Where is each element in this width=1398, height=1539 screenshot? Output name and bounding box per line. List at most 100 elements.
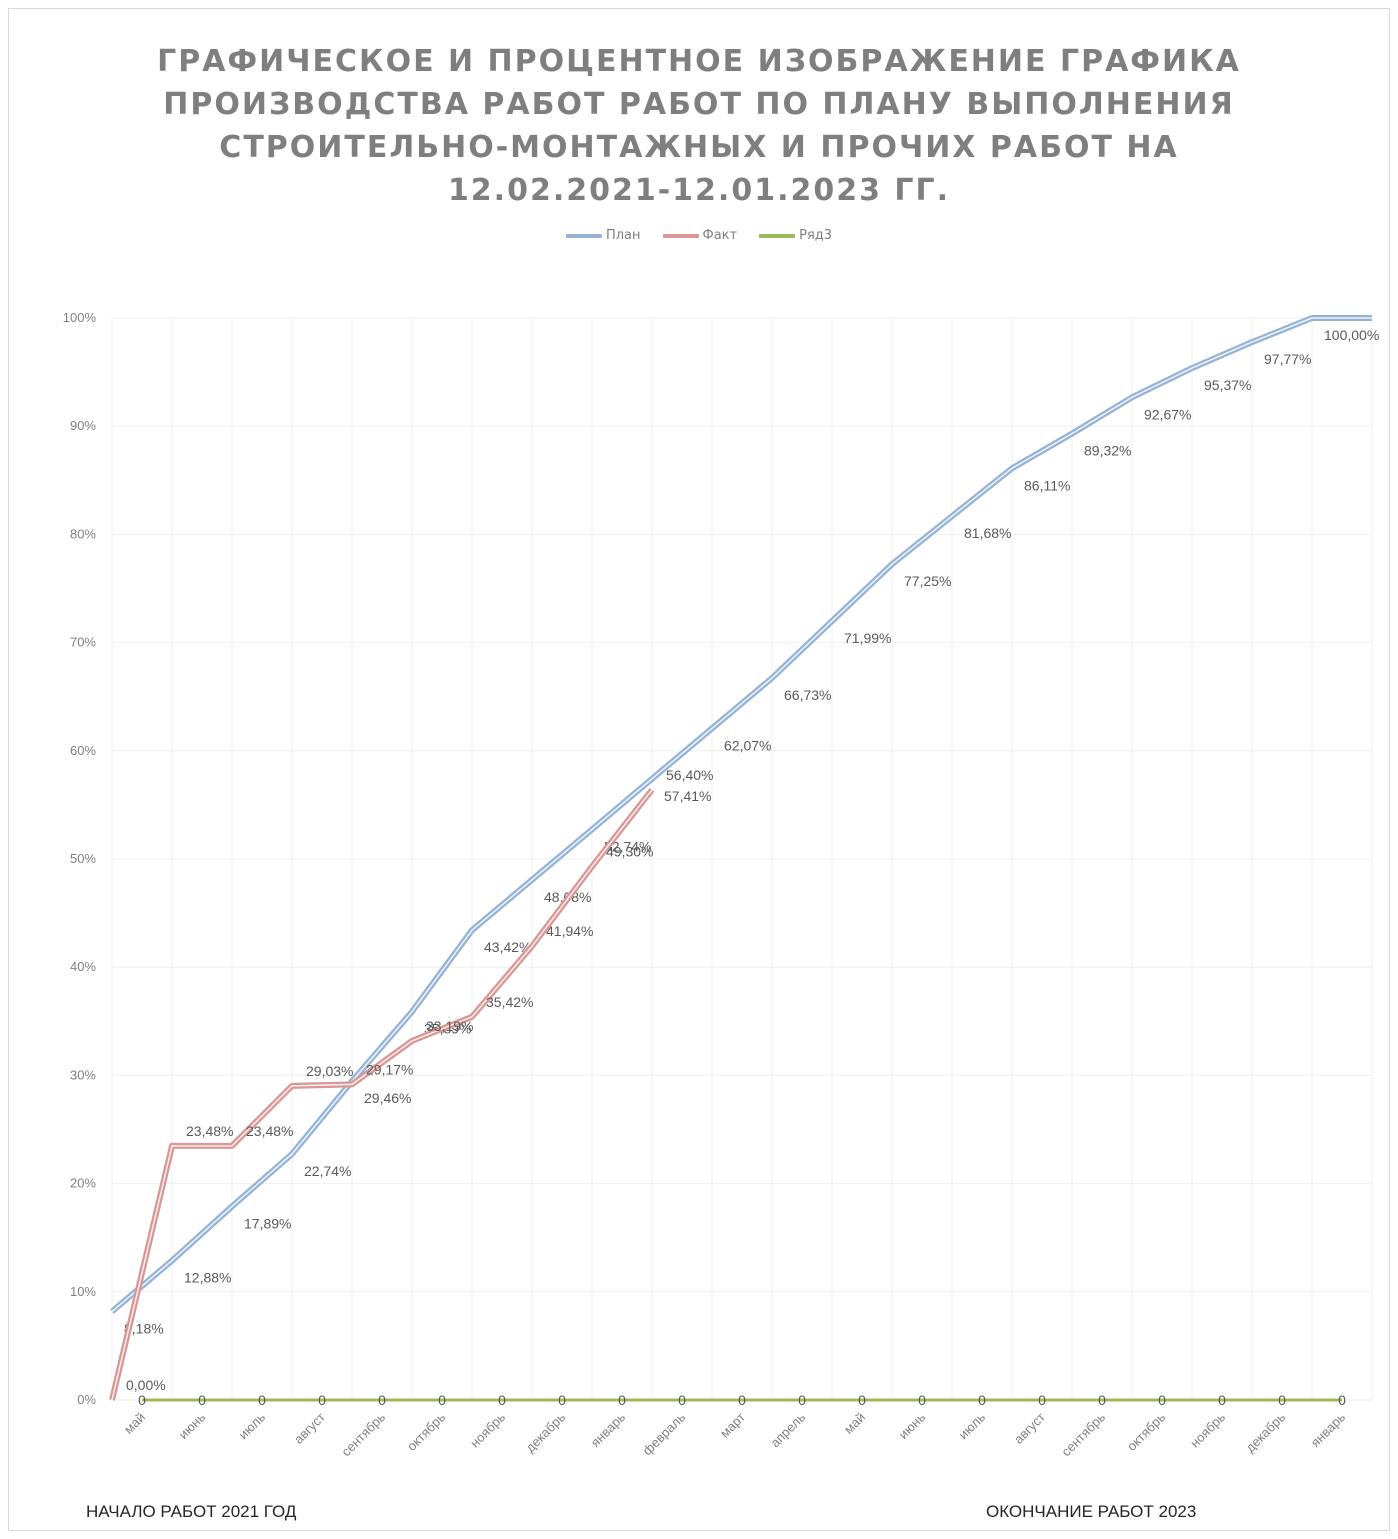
start-annotation: НАЧАЛО РАБОТ 2021 ГОД [86, 1502, 297, 1521]
x-tick-label: июнь [896, 1409, 929, 1442]
x-tick-label: август [291, 1409, 328, 1446]
data-label: 0 [1158, 1392, 1166, 1408]
legend-swatch-fact [662, 233, 699, 238]
y-tick-label: 60% [70, 743, 96, 758]
data-label: 0 [138, 1392, 146, 1408]
series-line-highlight [111, 317, 1372, 1313]
x-tick-label: апрель [767, 1409, 808, 1450]
end-annotation: ОКОНЧАНИЕ РАБОТ 2023 [986, 1502, 1197, 1521]
x-tick-label: май [841, 1410, 868, 1437]
chart-title-line-4: 12.02.2021-12.01.2023 ГГ. [447, 173, 951, 208]
data-label: 8,18% [124, 1320, 164, 1336]
chart-title-line-1: ГРАФИЧЕСКОЕ И ПРОЦЕНТНОЕ ИЗОБРАЖЕНИЕ ГРА… [157, 44, 1241, 79]
data-label: 0 [498, 1392, 506, 1408]
legend-swatch-plan [565, 233, 602, 238]
data-label: 22,74% [304, 1163, 351, 1179]
chart-title-line-2: ПРОИЗВОДСТВА РАБОТ РАБОТ ПО ПЛАНУ ВЫПОЛН… [163, 87, 1235, 122]
legend-label-fact: Факт [702, 228, 738, 243]
legend-label-series3: Ряд3 [799, 228, 833, 243]
legend-item-series3[interactable]: Ряд3 [759, 228, 832, 243]
chart-frame [8, 8, 1390, 1531]
series-line-highlight [111, 789, 653, 1401]
data-label: 49,30% [606, 844, 653, 860]
x-tick-label: июль [236, 1409, 269, 1442]
x-tick-label: ноябрь [1187, 1409, 1228, 1450]
y-tick-label: 0% [77, 1392, 96, 1407]
y-tick-label: 10% [70, 1284, 96, 1299]
x-tick-label: июнь [176, 1409, 209, 1442]
y-tick-label: 40% [70, 959, 96, 974]
data-label: 0 [1218, 1392, 1226, 1408]
data-label: 0 [798, 1392, 806, 1408]
x-tick-label: октябрь [1124, 1409, 1168, 1453]
data-label: 29,17% [366, 1061, 413, 1077]
y-tick-label: 20% [70, 1176, 96, 1191]
data-label: 81,68% [964, 525, 1011, 541]
y-tick-label: 70% [70, 635, 96, 650]
data-label: 97,77% [1264, 351, 1311, 367]
data-label: 0 [918, 1392, 926, 1408]
data-label: 23,48% [246, 1123, 293, 1139]
data-label: 62,07% [724, 737, 771, 753]
data-label: 29,03% [306, 1063, 353, 1079]
data-label: 43,42% [484, 939, 531, 955]
data-label: 92,67% [1144, 406, 1191, 422]
data-label: 0 [558, 1392, 566, 1408]
data-label: 0 [1278, 1392, 1286, 1408]
x-tick-label: ноябрь [467, 1409, 508, 1450]
data-label: 35,42% [486, 994, 533, 1010]
x-tick-label: февраль [640, 1409, 689, 1458]
data-label: 23,48% [186, 1123, 233, 1139]
data-label: 33,19% [426, 1018, 473, 1034]
x-tick-label: сентябрь [338, 1409, 388, 1459]
data-label: 95,37% [1204, 377, 1251, 393]
data-label: 77,25% [904, 573, 951, 589]
data-label: 0 [978, 1392, 986, 1408]
series-line-casing [110, 315, 1372, 1314]
data-label: 0 [1338, 1392, 1346, 1408]
x-tick-label: декабрь [1243, 1409, 1289, 1455]
data-label: 71,99% [844, 630, 891, 646]
data-label: 0 [1038, 1392, 1046, 1408]
legend-item-fact[interactable]: Факт [662, 228, 738, 243]
y-tick-label: 50% [70, 851, 96, 866]
data-label: 41,94% [546, 923, 593, 939]
data-label: 0 [438, 1392, 446, 1408]
data-label: 0 [378, 1392, 386, 1408]
data-label: 100,00% [1324, 327, 1379, 343]
chart-title-line-3: СТРОИТЕЛЬНО-МОНТАЖНЫХ И ПРОЧИХ РАБОТ НА [219, 130, 1179, 165]
x-tick-label: март [717, 1409, 748, 1440]
x-tick-label: июль [956, 1409, 989, 1442]
x-tick-label: октябрь [404, 1409, 448, 1453]
data-label: 29,46% [364, 1090, 411, 1106]
data-label: 0 [738, 1392, 746, 1408]
data-label: 89,32% [1084, 443, 1131, 459]
y-tick-label: 100% [63, 310, 97, 325]
data-label: 0 [678, 1392, 686, 1408]
x-tick-label: сентябрь [1058, 1409, 1108, 1459]
legend-label-plan: План [605, 228, 641, 243]
data-label: 57,41% [664, 788, 711, 804]
data-label: 66,73% [784, 687, 831, 703]
x-tick-label: декабрь [523, 1409, 569, 1455]
x-tick-label: январь [1308, 1409, 1349, 1450]
chart-title: ГРАФИЧЕСКОЕ И ПРОЦЕНТНОЕ ИЗОБРАЖЕНИЕ ГРА… [0, 40, 1398, 212]
data-label: 86,11% [1024, 477, 1070, 493]
x-tick-label: январь [588, 1409, 629, 1450]
chart-legend: План Факт Ряд3 [0, 228, 1398, 243]
data-label: 52,74% [604, 838, 651, 854]
x-tick-label: август [1011, 1409, 1048, 1446]
data-label: 0 [258, 1392, 266, 1408]
data-label: 0 [1098, 1392, 1106, 1408]
data-label: 0 [318, 1392, 326, 1408]
data-label: 56,40% [666, 767, 713, 783]
legend-item-plan[interactable]: План [565, 228, 641, 243]
data-label: 0 [858, 1392, 866, 1408]
data-label: 12,88% [184, 1270, 231, 1286]
y-tick-label: 90% [70, 418, 96, 433]
data-label: 0,00% [126, 1377, 166, 1393]
data-label: 17,89% [244, 1215, 291, 1231]
legend-swatch-series3 [759, 233, 796, 238]
line-chart-plot: 0% 10% 20% 30% 40% 50% 60% 70% 80% 90% 100% май июнь… [63, 310, 1380, 1459]
y-tick-label: 80% [70, 526, 96, 541]
